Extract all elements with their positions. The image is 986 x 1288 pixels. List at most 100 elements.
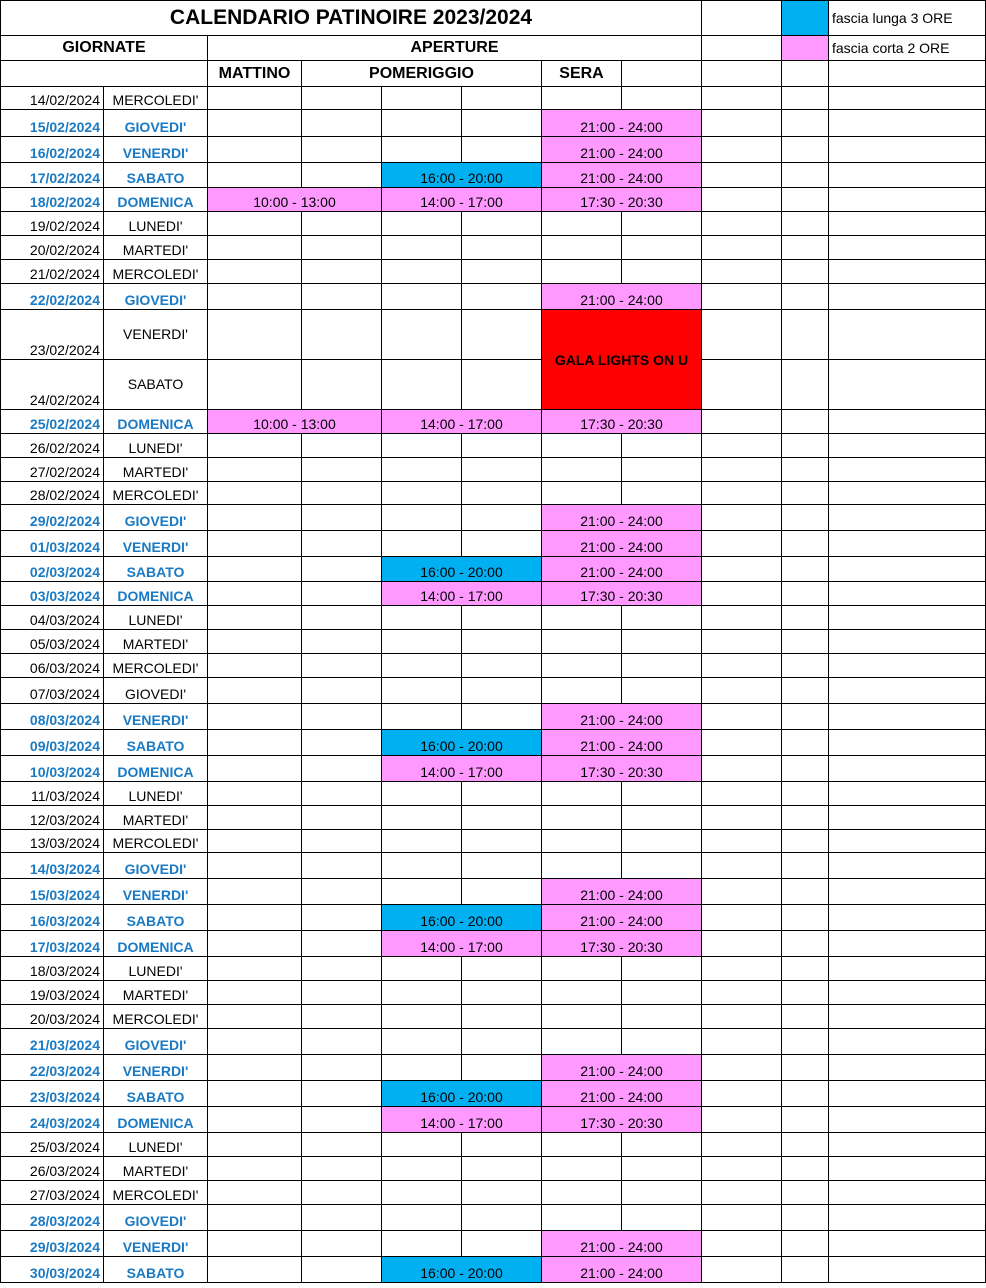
empty-cell[interactable] [208, 1181, 302, 1205]
empty-cell[interactable] [622, 1181, 702, 1205]
empty-cell[interactable] [782, 678, 829, 704]
empty-cell[interactable] [208, 531, 302, 557]
empty-cell[interactable] [302, 981, 382, 1005]
empty-cell[interactable] [702, 582, 782, 606]
empty-cell[interactable] [462, 1157, 542, 1181]
empty-cell[interactable] [382, 1133, 462, 1157]
empty-cell[interactable] [208, 110, 302, 137]
empty-cell[interactable] [302, 1231, 382, 1257]
empty-cell[interactable] [622, 434, 702, 458]
empty-cell[interactable] [382, 1029, 462, 1055]
empty-cell[interactable] [782, 830, 829, 853]
empty-cell[interactable] [782, 482, 829, 505]
empty-cell[interactable] [829, 957, 986, 981]
empty-cell[interactable] [782, 704, 829, 730]
empty-cell[interactable] [462, 1181, 542, 1205]
empty-cell[interactable] [302, 284, 382, 310]
empty-cell[interactable] [208, 1055, 302, 1081]
empty-cell[interactable] [829, 1231, 986, 1257]
empty-cell[interactable] [302, 730, 382, 756]
empty-cell[interactable] [829, 188, 986, 212]
empty-cell[interactable] [622, 212, 702, 236]
empty-cell[interactable] [829, 879, 986, 905]
empty-cell[interactable] [702, 678, 782, 704]
empty-cell[interactable] [462, 782, 542, 806]
empty-cell[interactable] [702, 830, 782, 853]
empty-cell[interactable] [302, 853, 382, 879]
empty-cell[interactable] [782, 981, 829, 1005]
empty-cell[interactable] [782, 212, 829, 236]
empty-cell[interactable] [702, 1231, 782, 1257]
empty-cell[interactable] [382, 531, 462, 557]
empty-cell[interactable] [829, 1107, 986, 1133]
empty-cell[interactable] [702, 36, 782, 61]
empty-cell[interactable] [782, 531, 829, 557]
empty-cell[interactable] [382, 236, 462, 260]
empty-cell[interactable] [302, 806, 382, 830]
empty-cell[interactable] [302, 482, 382, 505]
empty-cell[interactable] [208, 1231, 302, 1257]
slot-mattino[interactable]: 10:00 - 13:00 [208, 188, 382, 212]
empty-cell[interactable] [542, 678, 622, 704]
empty-cell[interactable] [462, 310, 542, 360]
empty-cell[interactable] [782, 505, 829, 531]
empty-cell[interactable] [208, 137, 302, 163]
empty-cell[interactable] [302, 163, 382, 188]
empty-cell[interactable] [382, 1181, 462, 1205]
empty-cell[interactable] [829, 260, 986, 284]
empty-cell[interactable] [702, 1205, 782, 1231]
empty-cell[interactable] [702, 630, 782, 654]
empty-cell[interactable] [622, 606, 702, 630]
empty-cell[interactable] [382, 310, 462, 360]
slot-pomeriggio[interactable]: 16:00 - 20:00 [382, 163, 542, 188]
slot-pomeriggio[interactable]: 14:00 - 17:00 [382, 188, 542, 212]
empty-cell[interactable] [702, 654, 782, 678]
empty-cell[interactable] [542, 957, 622, 981]
empty-cell[interactable] [302, 704, 382, 730]
empty-cell[interactable] [622, 830, 702, 853]
slot-sera[interactable]: 17:30 - 20:30 [542, 410, 702, 434]
empty-cell[interactable] [702, 505, 782, 531]
empty-cell[interactable] [829, 87, 986, 110]
empty-cell[interactable] [208, 654, 302, 678]
empty-cell[interactable] [542, 212, 622, 236]
empty-cell[interactable] [208, 1205, 302, 1231]
empty-cell[interactable] [302, 782, 382, 806]
empty-cell[interactable] [782, 137, 829, 163]
empty-cell[interactable] [462, 531, 542, 557]
empty-cell[interactable] [782, 1205, 829, 1231]
slot-sera[interactable]: 21:00 - 24:00 [542, 1081, 702, 1107]
empty-cell[interactable] [829, 61, 986, 87]
empty-cell[interactable] [302, 630, 382, 654]
empty-cell[interactable] [829, 236, 986, 260]
empty-cell[interactable] [782, 1081, 829, 1107]
empty-cell[interactable] [702, 482, 782, 505]
slot-sera[interactable]: 21:00 - 24:00 [542, 137, 702, 163]
empty-cell[interactable] [208, 1107, 302, 1133]
empty-cell[interactable] [208, 957, 302, 981]
empty-cell[interactable] [829, 678, 986, 704]
slot-sera[interactable]: 21:00 - 24:00 [542, 879, 702, 905]
empty-cell[interactable] [208, 212, 302, 236]
empty-cell[interactable] [702, 931, 782, 957]
empty-cell[interactable] [302, 360, 382, 410]
empty-cell[interactable] [702, 806, 782, 830]
empty-cell[interactable] [702, 1181, 782, 1205]
empty-cell[interactable] [702, 284, 782, 310]
empty-cell[interactable] [542, 830, 622, 853]
empty-cell[interactable] [462, 654, 542, 678]
empty-cell[interactable] [829, 212, 986, 236]
empty-cell[interactable] [302, 1205, 382, 1231]
empty-cell[interactable] [382, 782, 462, 806]
empty-cell[interactable] [542, 1205, 622, 1231]
empty-cell[interactable] [829, 582, 986, 606]
empty-cell[interactable] [302, 1133, 382, 1157]
empty-cell[interactable] [302, 756, 382, 782]
slot-sera[interactable]: 21:00 - 24:00 [542, 110, 702, 137]
empty-cell[interactable] [302, 1257, 382, 1283]
empty-cell[interactable] [208, 1257, 302, 1283]
empty-cell[interactable] [302, 110, 382, 137]
empty-cell[interactable] [302, 931, 382, 957]
empty-cell[interactable] [622, 1157, 702, 1181]
empty-cell[interactable] [302, 654, 382, 678]
